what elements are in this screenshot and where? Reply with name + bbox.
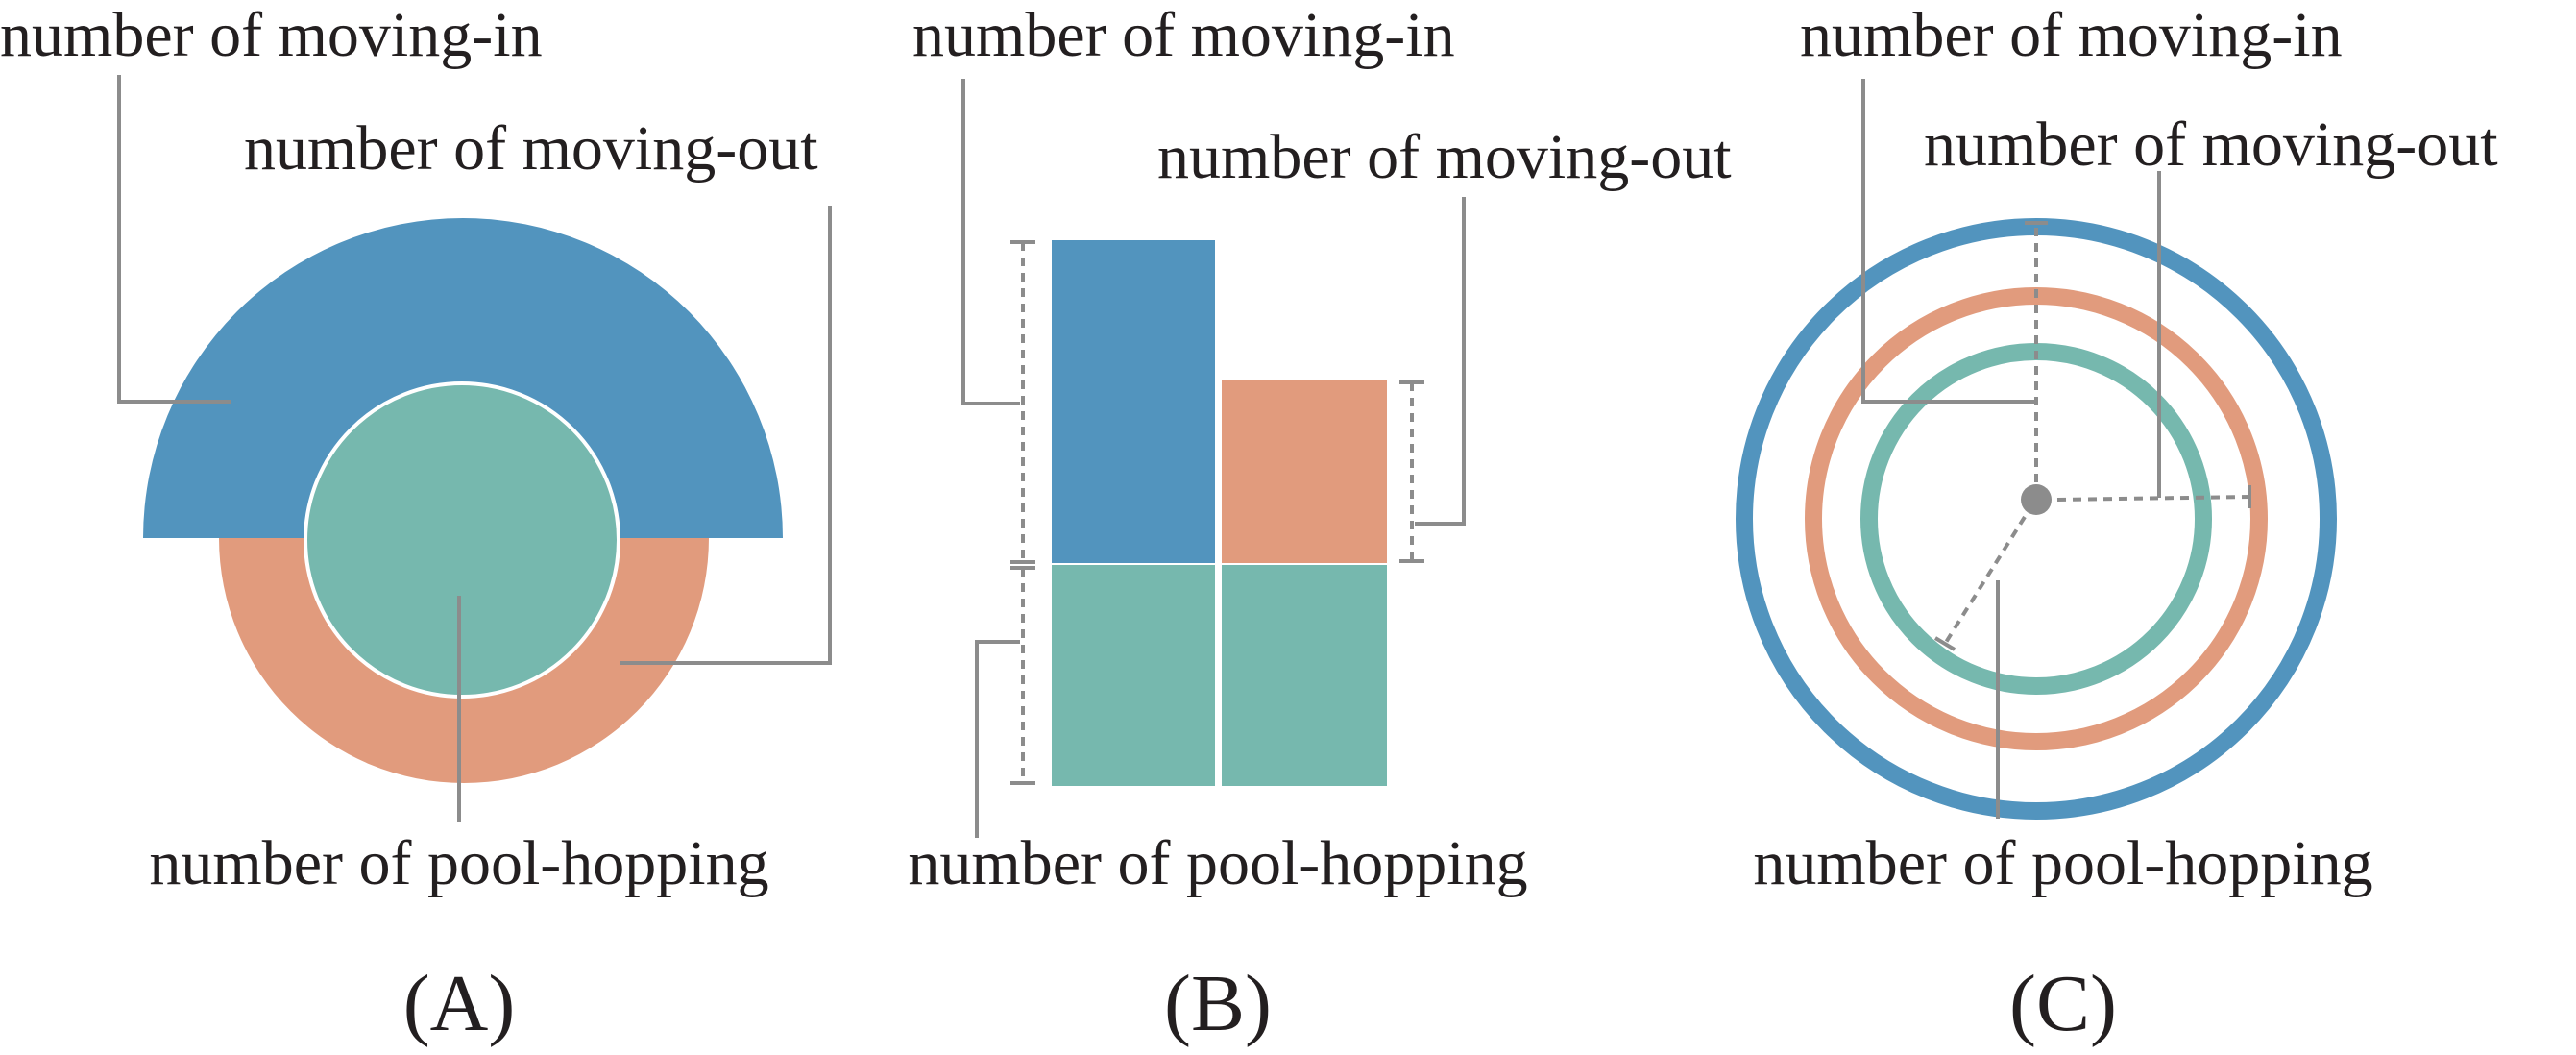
panel-c-pool-hopping-radius	[1943, 515, 2027, 646]
panel-a-moving-out-half-ring	[219, 538, 709, 783]
panel-c-moving-in-leader	[1861, 79, 2036, 404]
panel-b-pool-hopping-leader	[975, 640, 1020, 838]
panel-c-center-dot	[2021, 484, 2052, 515]
panel-b-moving-in-label: number of moving-in	[912, 0, 1455, 70]
panel-b-moving-out-leader	[1415, 197, 1466, 526]
panel-b-moving-in-leader	[961, 79, 1020, 405]
panel-c-moving-out-radius	[2056, 495, 2250, 502]
panel-b-moving-out-label: number of moving-out	[1157, 122, 1732, 192]
panel-a-moving-out-label: number of moving-out	[244, 113, 818, 184]
panel-c-moving-out-label: number of moving-out	[1924, 110, 2498, 180]
panel-c-moving-out-ring	[1805, 287, 2268, 750]
panel-a-moving-in-label: number of moving-in	[0, 0, 543, 70]
panel-a-moving-out-leader	[620, 206, 832, 665]
panel-b-pool-hopping-label: number of pool-hopping	[908, 828, 1527, 898]
panel-c-pool-hopping-label: number of pool-hopping	[1753, 828, 2372, 898]
panel-c: number of moving-in number of moving-out…	[1736, 0, 2498, 1048]
panel-b-pool-hopping-bar-left	[1052, 565, 1215, 786]
panel-a-moving-in-half-ring	[143, 218, 783, 538]
panel-b-moving-out-bar	[1222, 380, 1387, 563]
panel-c-pool-hopping-radius-cap	[1933, 636, 1956, 651]
panel-a-caption: (A)	[403, 959, 516, 1048]
panel-b-caption: (B)	[1164, 959, 1272, 1048]
panel-c-moving-in-label: number of moving-in	[1800, 0, 2343, 70]
panel-b-moving-in-bar	[1052, 240, 1215, 563]
panel-a-pool-hopping-label: number of pool-hopping	[149, 828, 768, 898]
panel-b-pool-hopping-bar-right	[1222, 565, 1387, 786]
panel-b: number of moving-in number of moving-out…	[908, 0, 1731, 1048]
panel-c-moving-in-ring	[1736, 218, 2337, 820]
panel-a-moving-in-leader	[117, 75, 231, 404]
panel-a: number of moving-in number of moving-out…	[0, 0, 832, 1048]
panel-a-pool-hopping-circle	[304, 381, 620, 699]
panel-c-caption: (C)	[2009, 959, 2117, 1048]
